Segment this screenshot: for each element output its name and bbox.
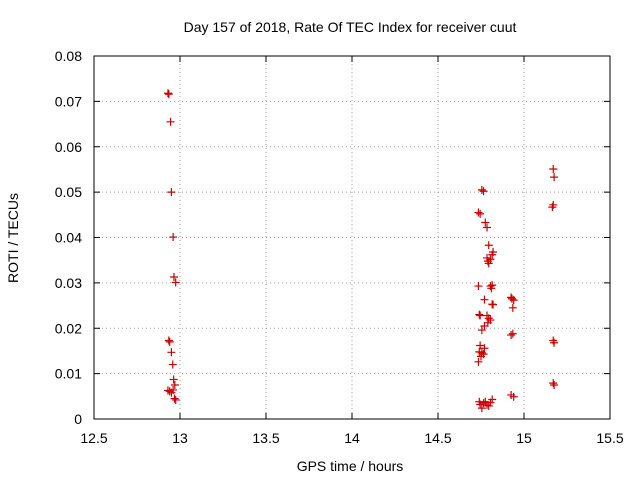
data-point [167,348,176,357]
data-point [483,223,492,232]
x-tick-label: 13 [172,430,188,446]
data-point [477,348,486,357]
data-point [474,208,483,217]
data-point [549,164,558,173]
data-point [167,188,176,197]
x-tick-labels: 12.5 13 13.5 14 14.5 15 15.5 [80,430,623,446]
data-point [484,314,493,323]
data-point [169,385,178,394]
data-point [508,303,517,312]
data-point [488,250,497,259]
y-tick-label: 0.03 [55,275,82,291]
data-point [170,394,179,403]
data-point [476,400,485,409]
data-point [479,187,488,196]
data-point [488,395,497,404]
x-tick-label: 14 [344,430,360,446]
y-tick-label: 0.05 [55,184,82,200]
x-tick-label: 15 [516,430,532,446]
data-point [507,331,516,340]
x-tick-label: 14.5 [424,430,451,446]
y-axis-label: ROTI / TECUs [5,193,21,283]
data-point [164,90,173,99]
data-point [549,379,558,388]
data-point [476,209,485,218]
data-point [169,272,178,281]
data-point [171,395,180,404]
data-point [168,360,177,369]
data-point [166,117,175,126]
data-point [477,404,486,413]
data-point [481,218,490,227]
data-point [169,375,178,384]
data-point [477,185,486,194]
x-tick-label: 15.5 [596,430,623,446]
data-point [488,281,497,290]
data-point [484,241,493,250]
data-point [550,338,559,347]
data-point [480,321,489,330]
data-points [163,89,559,413]
data-point [486,255,495,264]
data-point [474,282,483,291]
data-point [165,387,174,396]
data-point [509,296,518,305]
data-point [548,203,557,212]
data-point [489,300,498,309]
data-point [165,337,174,346]
x-tick-label: 13.5 [252,430,279,446]
data-point [480,344,489,353]
data-point [476,311,485,320]
data-point [476,341,485,350]
data-point [484,259,493,268]
y-tick-label: 0 [74,411,82,427]
data-point [508,329,517,338]
y-tick-labels: 0 0.01 0.02 0.03 0.04 0.05 0.06 0.07 0.08 [55,48,82,427]
data-point [509,392,518,401]
y-tick-label: 0.07 [55,93,82,109]
x-axis-label: GPS time / hours [297,458,404,474]
chart-title: Day 157 of 2018, Rate Of TEC Index for r… [184,19,517,35]
data-point [550,380,559,389]
axis-ticks [93,55,611,420]
data-point [163,89,172,98]
data-point [169,233,178,242]
data-point [550,173,559,182]
y-tick-label: 0.08 [55,48,82,64]
y-tick-label: 0.04 [55,230,82,246]
grid-lines [94,56,610,419]
data-point [171,278,180,287]
x-tick-label: 12.5 [80,430,107,446]
data-point [477,352,485,361]
data-point [474,357,483,366]
data-point [164,336,173,345]
data-point [477,326,486,335]
data-point [479,399,488,408]
data-point [480,295,489,304]
y-tick-label: 0.01 [55,366,82,382]
data-point [170,380,179,389]
y-tick-label: 0.02 [55,320,82,336]
data-point [507,294,516,303]
y-tick-label: 0.06 [55,139,82,155]
data-point [475,310,484,319]
